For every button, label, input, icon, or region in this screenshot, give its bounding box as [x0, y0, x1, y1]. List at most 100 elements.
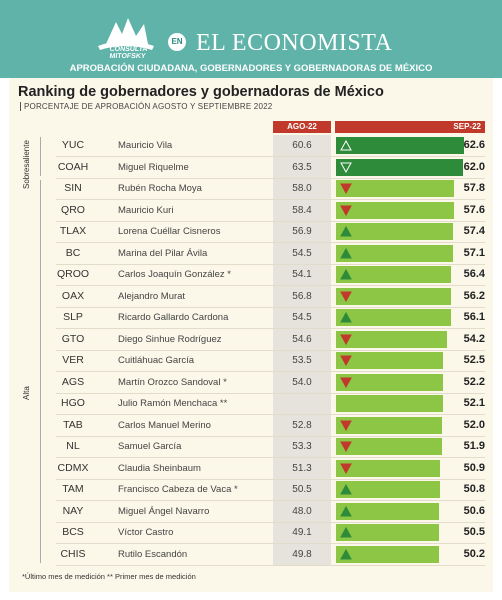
- state-code: YUC: [61, 139, 85, 151]
- tier-bracket: [40, 137, 41, 176]
- row-divider: [56, 371, 485, 372]
- state-code: COAH: [57, 160, 89, 173]
- chart-subtitle: PORCENTAJE DE APROBACIÓN AGOSTO Y SEPTIE…: [24, 102, 273, 111]
- sep-value: 52.2: [463, 375, 485, 388]
- trend-down-icon: [340, 334, 352, 345]
- row-divider: [56, 543, 485, 544]
- row-divider: [56, 220, 485, 222]
- column-header-aug: AGO-22: [273, 121, 331, 133]
- trend-down-icon: [340, 205, 352, 216]
- governor-name: Julio Ramón Menchaca **: [118, 398, 228, 409]
- sep-value: 52.1: [463, 397, 485, 409]
- state-code: QRO: [61, 203, 85, 216]
- sep-bar: [336, 416, 443, 434]
- governor-name: Samuel García: [118, 441, 182, 452]
- governor-name: Diego Sinhue Rodríguez: [118, 333, 222, 345]
- governor-name: Ricardo Gallardo Cardona: [118, 312, 229, 323]
- governor-name: Alejandro Murat: [118, 290, 186, 302]
- row-divider: [56, 478, 485, 480]
- trend-up-icon: [340, 312, 352, 323]
- sep-bar: [336, 201, 454, 219]
- governor-name: Mauricio Vila: [118, 140, 173, 151]
- state-code: CHIS: [60, 547, 86, 560]
- sep-bar: [336, 395, 443, 412]
- state-code: VER: [62, 354, 84, 366]
- state-code: GTO: [61, 332, 85, 345]
- table-row: TAM Francisco Cabeza de Vaca * 50.5 50.8: [20, 479, 485, 500]
- governor-name: Miguel Riquelme: [118, 161, 189, 173]
- aug-value: 53.3: [292, 441, 312, 452]
- table-row: AGS Martín Orozco Sandoval * 54.0 52.2: [20, 372, 485, 393]
- column-header-sep: SEP-22: [335, 121, 485, 133]
- sep-value: 56.1: [463, 311, 485, 323]
- publication-title: EL ECONOMISTA: [196, 30, 393, 56]
- sep-bar: [336, 502, 440, 520]
- governor-name: Cuitláhuac García: [118, 355, 195, 366]
- trend-down-icon: [340, 183, 352, 194]
- aug-value: 54.5: [292, 247, 312, 259]
- trend-down-icon: [340, 162, 352, 173]
- sep-bar: [336, 352, 444, 369]
- aug-value: 53.5: [292, 355, 312, 366]
- trend-up-icon: [340, 548, 352, 559]
- mitofsky-logo-icon: [98, 18, 154, 50]
- sep-bar: [336, 287, 451, 305]
- sep-bar: [336, 330, 447, 348]
- trend-up-icon: [340, 527, 352, 538]
- governor-name: Mauricio Kuri: [118, 204, 174, 216]
- state-code: TAB: [63, 418, 83, 431]
- sep-bar: [336, 481, 440, 498]
- trend-down-icon: [340, 463, 352, 474]
- trend-down-icon: [340, 441, 352, 452]
- banner-subtitle: APROBACIÓN CIUDADANA, GOBERNADORES Y GOB…: [69, 63, 433, 74]
- state-code: BCS: [62, 526, 84, 538]
- row-divider: [56, 435, 485, 437]
- table-row: CHIS Rutilo Escandón 49.8 50.2: [20, 544, 485, 565]
- sep-bar: [336, 373, 443, 391]
- table-row: NAY Miguel Ángel Navarro 48.0 50.6: [20, 501, 485, 522]
- table-row: HGO Julio Ramón Menchaca ** 52.1: [20, 393, 485, 414]
- governor-name: Carlos Manuel Merino: [118, 419, 211, 431]
- header-banner: CONSULTA MITOFSKY EN EL ECONOMISTA APROB…: [0, 0, 502, 78]
- sep-bar: [336, 545, 439, 563]
- governor-name: Víctor Castro: [118, 527, 174, 538]
- state-code: QROO: [56, 268, 90, 280]
- sep-bar: [336, 459, 441, 477]
- table-row: OAX Alejandro Murat 56.8 56.2: [20, 286, 485, 307]
- aug-value: 54.0: [292, 376, 312, 388]
- table-row: VER Cuitláhuac García 53.5 52.5: [20, 350, 485, 371]
- state-code: AGS: [61, 375, 85, 388]
- logo-text: CONSULTA MITOFSKY: [108, 46, 148, 60]
- table-row: SLP Ricardo Gallardo Cardona 54.5 56.1: [20, 307, 485, 328]
- table-row: QRO Mauricio Kuri 58.4 57.6: [20, 200, 485, 221]
- governor-name: Rutilo Escandón: [118, 548, 188, 560]
- row-divider: [56, 156, 485, 157]
- sep-bar: [336, 309, 451, 326]
- state-code: SIN: [64, 182, 82, 194]
- governor-name: Carlos Joaquín González *: [118, 269, 232, 280]
- sep-value: 57.1: [463, 246, 485, 259]
- table-row: SIN Rubén Rocha Moya 58.0 57.8: [20, 178, 485, 199]
- sep-bar: [336, 180, 455, 197]
- trend-down-icon: [340, 291, 352, 302]
- state-code: NL: [66, 440, 80, 452]
- aug-value: 49.8: [292, 548, 312, 560]
- column-header-sep-label: SEP-22: [453, 122, 481, 131]
- sep-bar: [336, 266, 452, 283]
- sep-bar: [336, 244, 453, 262]
- trend-up-icon: [340, 226, 352, 237]
- governor-name: Lorena Cuéllar Cisneros: [118, 226, 221, 237]
- aug-value: 49.1: [292, 527, 312, 538]
- table-row: CDMX Claudia Sheinbaum 51.3 50.9: [20, 458, 485, 479]
- sep-value: 62.0: [463, 160, 485, 173]
- state-code: HGO: [61, 397, 85, 409]
- trend-down-icon: [340, 355, 352, 366]
- state-code: CDMX: [57, 461, 89, 474]
- state-code: NAY: [62, 504, 84, 517]
- sep-value: 50.8: [463, 483, 485, 495]
- governor-name: Miguel Ángel Navarro: [118, 505, 210, 517]
- sep-value: 56.4: [463, 268, 485, 280]
- trend-up-icon: [340, 247, 352, 258]
- row-divider: [56, 349, 485, 351]
- aug-value: 51.3: [292, 462, 312, 474]
